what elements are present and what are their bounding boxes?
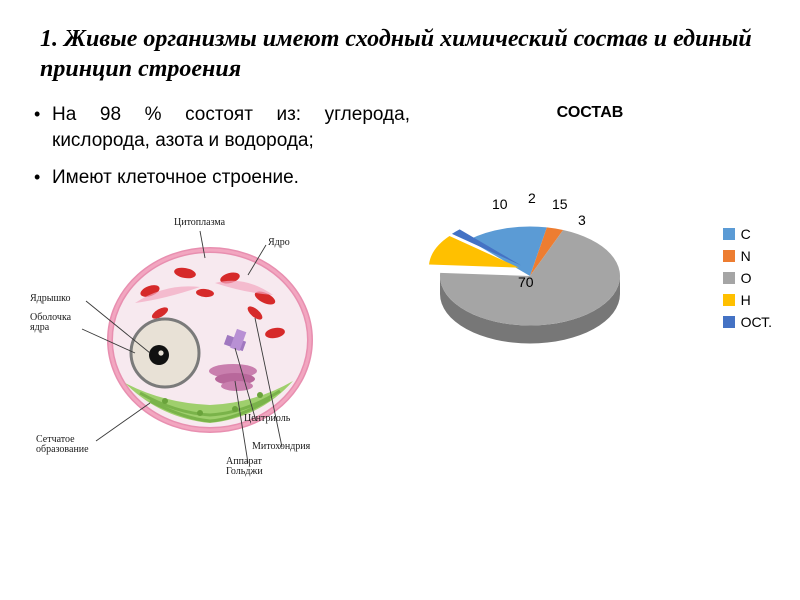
legend-item: N — [723, 248, 772, 264]
legend-label: O — [741, 270, 752, 286]
cell-label-nucleolus: Ядрышко — [30, 293, 71, 304]
cell-label-golgi: АппаратГольджи — [226, 457, 263, 478]
page-title: 1. Живые организмы имеют сходный химичес… — [0, 0, 800, 84]
cell-label-cytoplasm: Цитоплазма — [174, 217, 225, 228]
legend-item: O — [723, 270, 772, 286]
legend-label: C — [741, 226, 751, 242]
pie-value-c: 15 — [552, 196, 568, 212]
right-column: СОСТАВ CNOH ОСТ. 15 3 70 10 2 — [410, 102, 770, 483]
chart-legend: CNOH ОСТ. — [723, 226, 772, 336]
legend-swatch — [723, 316, 735, 328]
pie-value-n: 3 — [578, 212, 586, 228]
legend-item: H — [723, 292, 772, 308]
legend-item: ОСТ. — [723, 314, 772, 330]
legend-swatch — [723, 228, 735, 240]
cell-label-nuclear-envelope: Оболочкаядра — [30, 313, 71, 334]
cell-label-centriole: Центриоль — [244, 413, 290, 424]
legend-swatch — [723, 294, 735, 306]
legend-label: N — [741, 248, 751, 264]
legend-item: C — [723, 226, 772, 242]
cell-label-mitochondrion: Митохондрия — [252, 441, 310, 452]
pie-value-h: 10 — [492, 196, 508, 212]
cell-label-nucleus: Ядро — [268, 237, 290, 248]
content-body: На 98 % состоят из: углерода, кислорода,… — [0, 84, 800, 483]
bullet-item: На 98 % состоят из: углерода, кислорода,… — [30, 102, 410, 153]
legend-swatch — [723, 250, 735, 262]
pie-value-o: 70 — [518, 274, 534, 290]
cell-label-reticulum: Сетчатоеобразование — [36, 435, 89, 456]
bullet-list: На 98 % состоят из: углерода, кислорода,… — [30, 102, 410, 191]
legend-label: H — [741, 292, 751, 308]
chart-title: СОСТАВ — [410, 104, 770, 122]
pie-value-ost: 2 — [528, 190, 536, 206]
bullet-item: Имеют клеточное строение. — [30, 165, 410, 191]
left-column: На 98 % состоят из: углерода, кислорода,… — [30, 102, 410, 483]
cell-diagram: Цитоплазма Ядро Ядрышко Оболочкаядра Сет… — [30, 203, 370, 483]
pie-chart: CNOH ОСТ. 15 3 70 10 2 — [410, 138, 770, 398]
title-text: 1. Живые организмы имеют сходный химичес… — [40, 26, 752, 82]
pie-svg — [410, 158, 665, 378]
legend-label: ОСТ. — [741, 314, 772, 330]
legend-swatch — [723, 272, 735, 284]
